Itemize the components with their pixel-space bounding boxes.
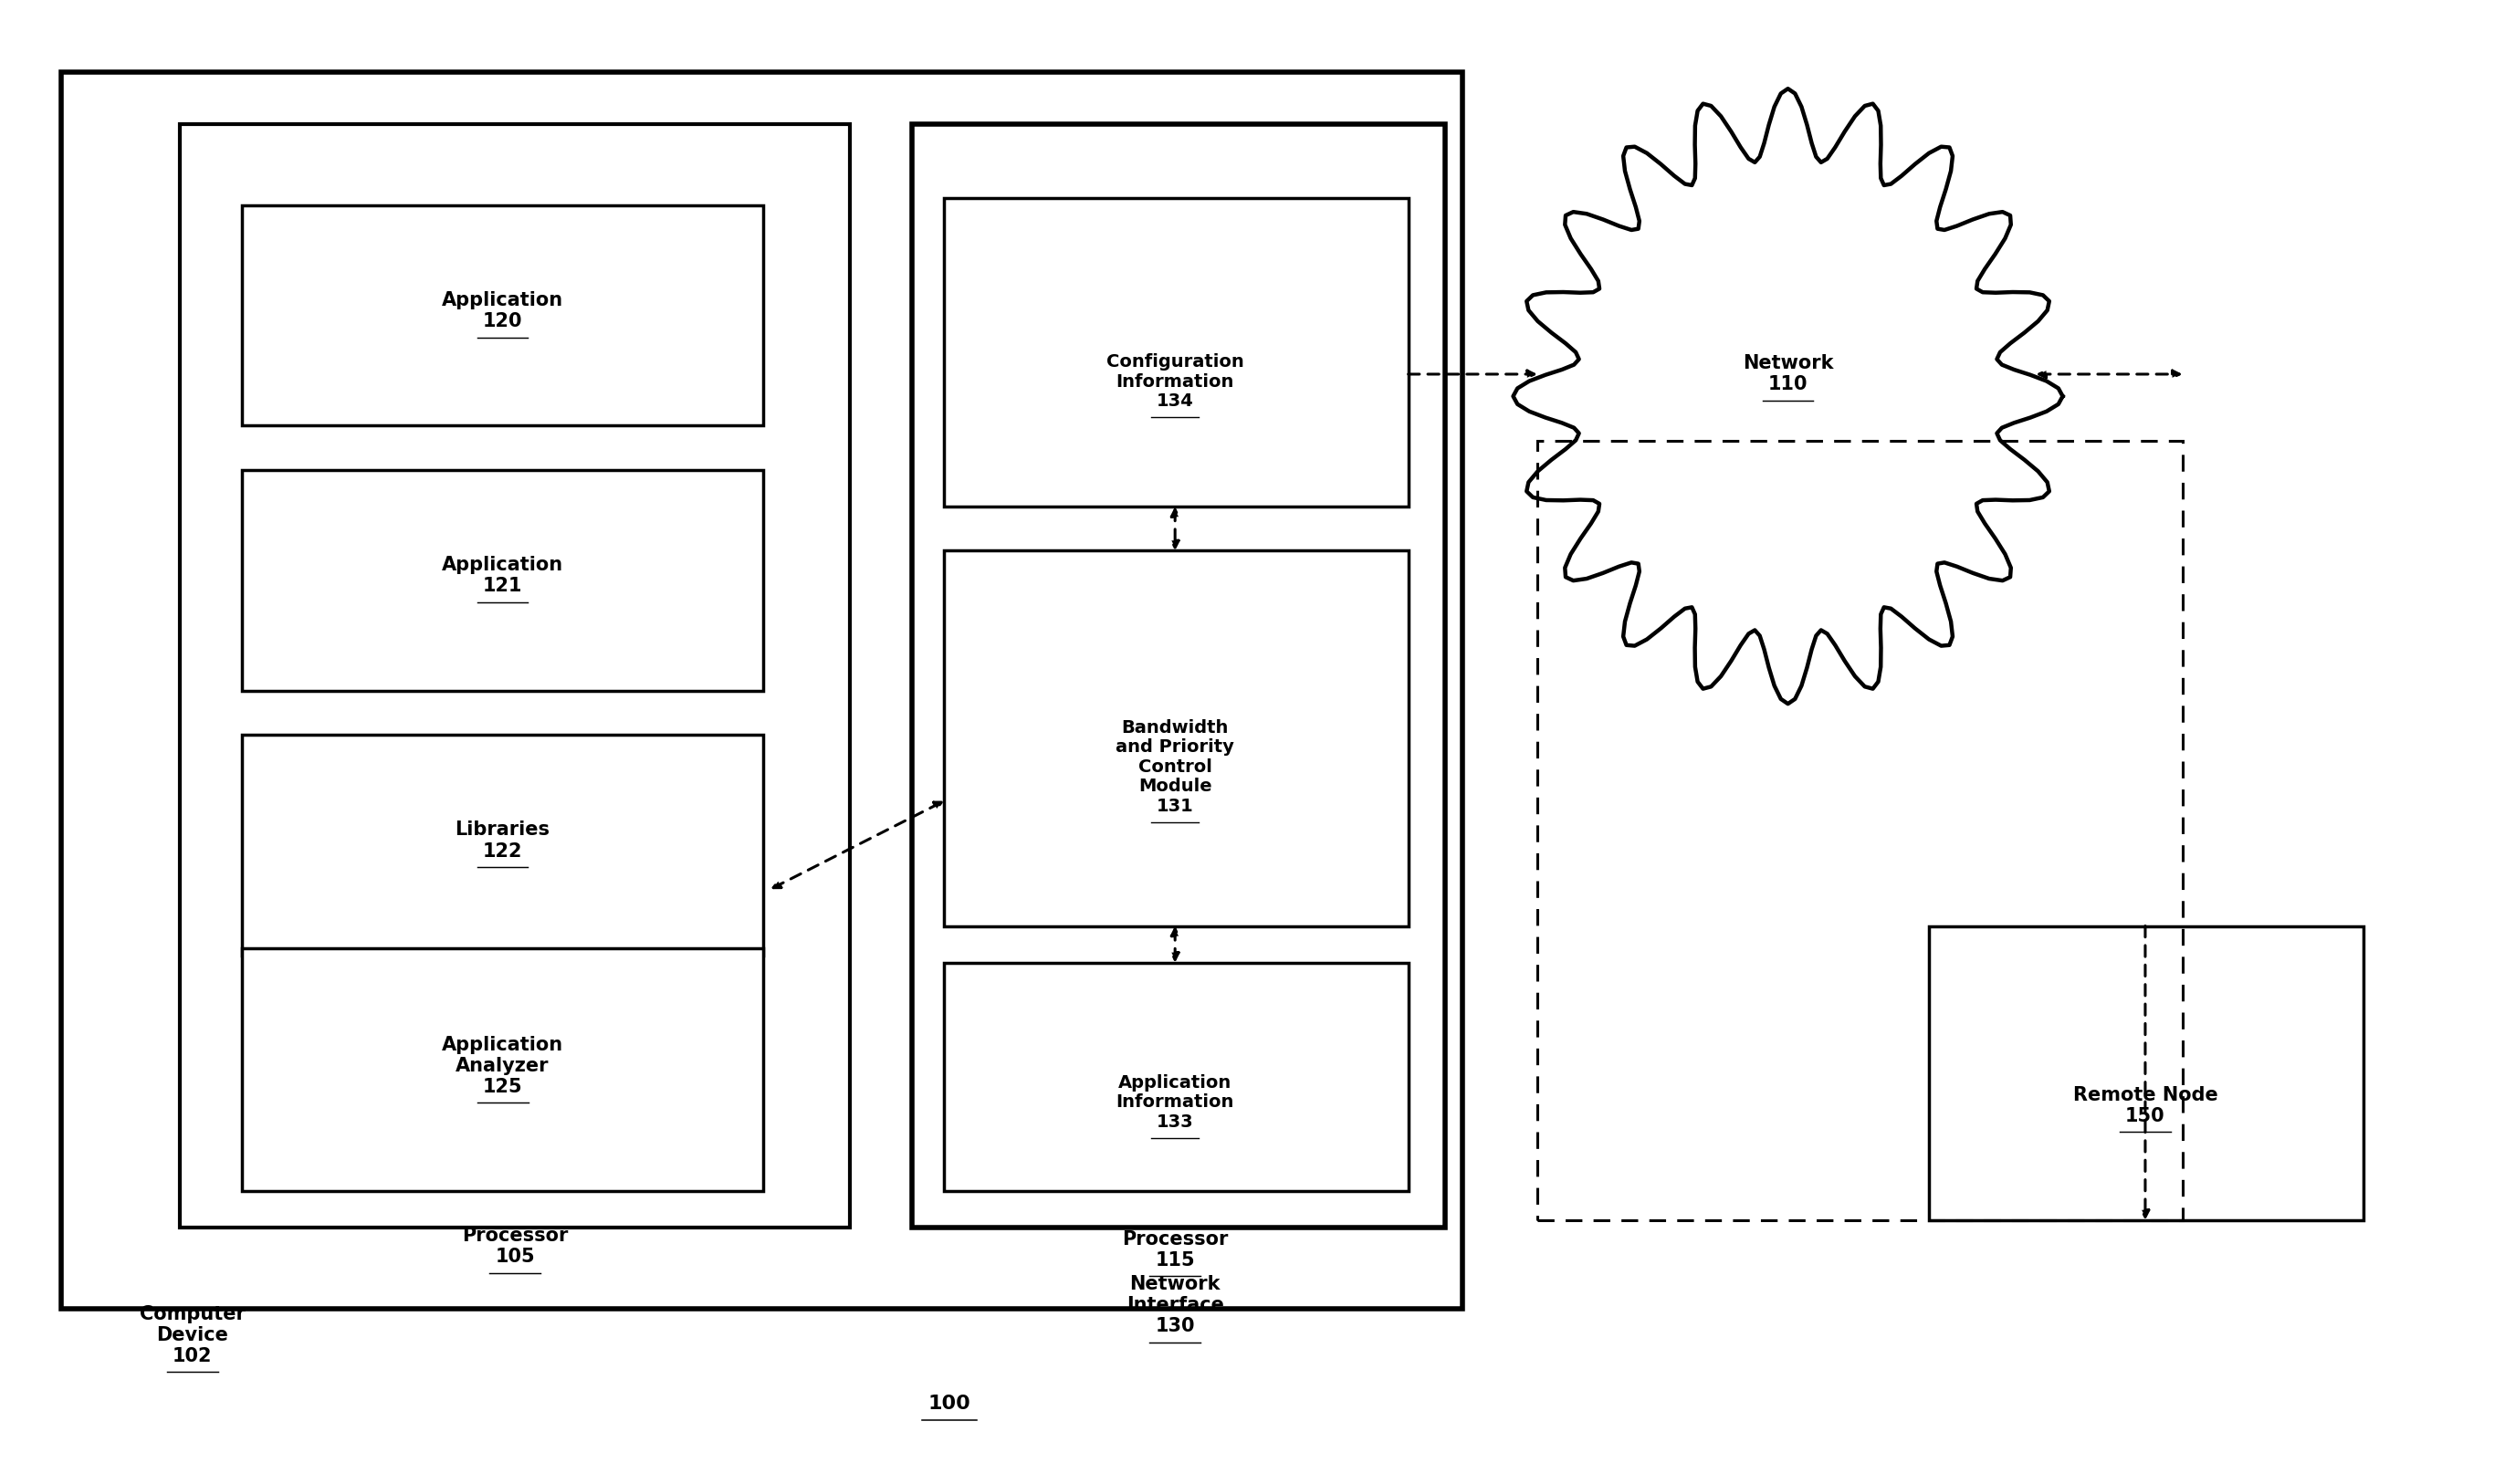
Text: Module: Module bbox=[1137, 778, 1212, 795]
Bar bbox=[1536, 441, 2182, 1220]
Text: Computer: Computer bbox=[140, 1304, 244, 1324]
Bar bbox=[945, 197, 1409, 506]
Text: 120: 120 bbox=[484, 312, 521, 331]
Bar bbox=[1930, 926, 2364, 1220]
Text: Application: Application bbox=[1117, 1074, 1232, 1092]
Text: Application: Application bbox=[441, 1036, 564, 1054]
Bar bbox=[242, 205, 763, 426]
Text: Application: Application bbox=[441, 291, 564, 310]
Text: Network: Network bbox=[1743, 355, 1833, 372]
Text: 100: 100 bbox=[928, 1395, 970, 1413]
Text: Information: Information bbox=[1115, 1094, 1235, 1112]
Bar bbox=[60, 73, 1464, 1309]
Bar bbox=[913, 125, 1447, 1227]
Bar bbox=[945, 963, 1409, 1190]
Text: 102: 102 bbox=[172, 1347, 212, 1365]
Text: Libraries: Libraries bbox=[454, 821, 551, 838]
Text: Information: Information bbox=[1115, 372, 1235, 390]
Text: 122: 122 bbox=[484, 841, 521, 861]
Text: Bandwidth: Bandwidth bbox=[1122, 720, 1230, 736]
Text: 130: 130 bbox=[1155, 1318, 1195, 1336]
Text: 125: 125 bbox=[484, 1077, 524, 1095]
Text: 110: 110 bbox=[1768, 375, 1808, 393]
Text: Application: Application bbox=[441, 556, 564, 574]
Bar bbox=[945, 551, 1409, 926]
Text: 133: 133 bbox=[1157, 1113, 1195, 1131]
Text: Processor: Processor bbox=[461, 1227, 569, 1245]
Text: Network: Network bbox=[1130, 1275, 1220, 1294]
Text: Device: Device bbox=[157, 1325, 229, 1345]
Bar bbox=[242, 470, 763, 690]
Text: and Priority: and Priority bbox=[1115, 739, 1235, 755]
Text: Control: Control bbox=[1137, 758, 1212, 776]
Bar bbox=[180, 125, 850, 1227]
Text: 121: 121 bbox=[484, 577, 521, 595]
Text: Processor: Processor bbox=[1122, 1230, 1227, 1248]
Bar bbox=[242, 948, 763, 1190]
Text: 105: 105 bbox=[496, 1248, 534, 1266]
Bar bbox=[242, 735, 763, 956]
Text: 150: 150 bbox=[2125, 1107, 2165, 1125]
Text: 131: 131 bbox=[1157, 797, 1195, 815]
Text: 115: 115 bbox=[1155, 1251, 1195, 1269]
Text: 134: 134 bbox=[1157, 392, 1195, 410]
Text: Analyzer: Analyzer bbox=[456, 1057, 549, 1074]
Text: Remote Node: Remote Node bbox=[2073, 1086, 2217, 1104]
Text: Interface: Interface bbox=[1127, 1297, 1225, 1315]
Text: Configuration: Configuration bbox=[1107, 353, 1245, 371]
